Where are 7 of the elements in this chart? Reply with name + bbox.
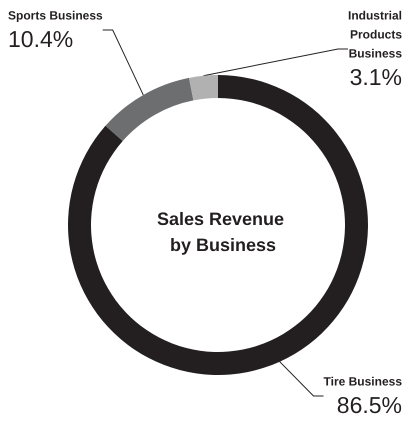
slice-label: Tire Business: [324, 374, 402, 388]
data-label: 86.5%: [336, 392, 402, 418]
text: Sales Revenue by Business: [156, 209, 290, 255]
slice-label: Industrial Products Business: [348, 8, 402, 60]
slice-label: Sports Business: [8, 8, 104, 22]
data-label: 3.1%: [350, 64, 402, 90]
data-label: 10.4%: [8, 26, 74, 52]
